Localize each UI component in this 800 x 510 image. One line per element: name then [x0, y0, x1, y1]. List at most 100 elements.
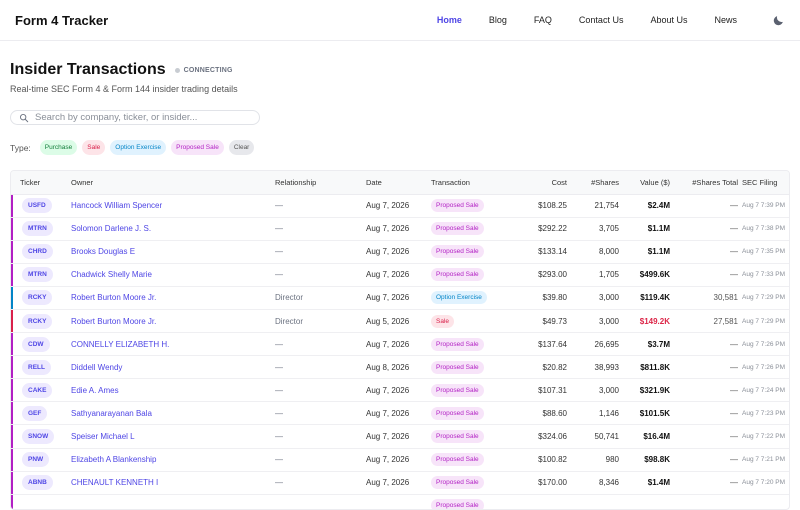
table-row[interactable]: PNW Elizabeth A Blankenship — Aug 7, 2026 Pr… — [11, 448, 789, 472]
connection-status: CONNECTING — [174, 67, 233, 74]
search-box[interactable] — [10, 110, 260, 125]
ticker-badge[interactable]: RCKY — [22, 313, 53, 329]
nav-news[interactable]: News — [714, 15, 737, 25]
table-row[interactable]: RCKY Robert Burton Moore Jr. Director Aug 7… — [11, 286, 789, 310]
shares-cell: 8,000 — [598, 247, 619, 257]
owner-link[interactable]: Diddell Wendy — [71, 362, 123, 372]
moon-icon — [773, 15, 783, 25]
owner-link[interactable]: Hancock William Spencer — [71, 201, 163, 211]
ticker-badge[interactable]: CAKE — [22, 382, 53, 398]
sec-filing-link[interactable]: Aug 7 7:20 PM — [742, 479, 785, 487]
table-row[interactable]: RELL Diddell Wendy — Aug 8, 2026 Proposed Sa… — [11, 356, 789, 379]
nav-home[interactable]: Home — [436, 15, 462, 25]
cost-cell: $293.00 — [538, 270, 567, 280]
ticker-badge[interactable]: ABNB — [22, 475, 53, 491]
owner-link[interactable]: Speiser Michael L — [71, 431, 135, 441]
table-row[interactable]: ABNB CHENAULT KENNETH I — Aug 7, 2026 Propos… — [11, 471, 789, 495]
ticker-badge[interactable]: GEF — [22, 405, 48, 421]
table-row[interactable]: MTRN Chadwick Shelly Marie — Aug 7, 2026 Pro… — [11, 263, 789, 287]
nav-about-us[interactable]: About Us — [650, 15, 688, 25]
sec-filing-link[interactable]: Aug 7 7:23 PM — [742, 409, 785, 417]
filter-sale-chip[interactable]: Sale — [82, 140, 106, 155]
date-cell: Aug 7, 2026 — [366, 293, 410, 303]
table-row[interactable]: CHRD Brooks Douglas E — Aug 7, 2026 Proposed… — [11, 240, 789, 264]
ticker-badge[interactable]: CDW — [22, 336, 50, 352]
main-nav: Home Blog FAQ Contact Us About Us News — [410, 13, 785, 27]
sec-filing-link[interactable]: Aug 7 7:21 PM — [742, 456, 785, 464]
sec-filing-link[interactable]: Aug 7 7:29 PM — [742, 317, 785, 325]
table-row[interactable]: CAKE Edie A. Ames — Aug 7, 2026 Proposed Sal… — [11, 379, 789, 402]
sec-filing-link[interactable]: Aug 7 7:29 PM — [742, 294, 785, 302]
filter-option-exercise-chip[interactable]: Option Exercise — [110, 140, 167, 155]
owner-link[interactable] — [71, 494, 275, 509]
filter-clear-button[interactable]: Clear — [228, 140, 255, 155]
ticker-badge[interactable]: SNOW — [22, 428, 55, 444]
ticker-badge[interactable]: MTRN — [22, 267, 53, 283]
transaction-badge: Proposed Sale — [431, 406, 484, 420]
cost-cell: $108.25 — [538, 201, 567, 211]
owner-link[interactable]: Elizabeth A Blankenship — [71, 455, 157, 465]
ticker-badge[interactable]: CHRD — [22, 244, 53, 260]
owner-link[interactable]: Chadwick Shelly Marie — [71, 270, 152, 280]
table-row[interactable]: USFD Hancock William Spencer — Aug 7, 2026 P… — [11, 194, 789, 218]
nav-blog[interactable]: Blog — [488, 15, 507, 25]
owner-link[interactable]: Robert Burton Moore Jr. — [71, 293, 157, 303]
ticker-cell: SNOW — [11, 425, 71, 448]
sec-filing-link[interactable]: Aug 7 7:26 PM — [742, 363, 785, 371]
column-header-ticker[interactable]: Ticker — [11, 171, 71, 195]
table-row[interactable]: MTRN Solomon Darlene J. S. — Aug 7, 2026 Pro… — [11, 217, 789, 241]
table-row[interactable]: GEF Sathyanarayanan Bala — Aug 7, 2026 Propo… — [11, 402, 789, 425]
column-header-sec-filing[interactable]: SEC Filing — [738, 171, 789, 195]
table-row[interactable]: SNOW Speiser Michael L — Aug 7, 2026 Propose… — [11, 425, 789, 449]
sec-filing-link[interactable]: Aug 7 7:35 PM — [742, 248, 785, 256]
shares-cell: 26,695 — [594, 339, 619, 349]
nav-faq[interactable]: FAQ — [533, 15, 552, 25]
sec-filing-link[interactable]: Aug 7 7:39 PM — [742, 202, 785, 210]
search-icon — [20, 113, 29, 122]
column-header-cost[interactable]: Cost — [507, 171, 567, 195]
owner-link[interactable]: Solomon Darlene J. S. — [71, 224, 152, 234]
table-row[interactable]: RCKY Robert Burton Moore Jr. Director Aug 5… — [11, 309, 789, 333]
ticker-badge[interactable]: RCKY — [22, 290, 53, 306]
sec-filing-link[interactable]: Aug 7 7:38 PM — [742, 225, 785, 233]
ticker-badge[interactable]: USFD — [22, 198, 52, 214]
column-header-shares-total[interactable]: #Shares Total — [670, 171, 738, 195]
owner-link[interactable]: CHENAULT KENNETH I — [71, 478, 159, 488]
column-header-relationship[interactable]: Relationship — [275, 171, 366, 195]
owner-link[interactable]: CONNELLY ELIZABETH H. — [71, 339, 170, 349]
sec-filing-link[interactable]: Aug 7 7:24 PM — [742, 386, 785, 394]
sec-filing-link[interactable]: Aug 7 7:26 PM — [742, 340, 785, 348]
nav-contact-us[interactable]: Contact Us — [578, 15, 624, 25]
ticker-badge[interactable]: MTRN — [22, 221, 53, 237]
column-header-transaction[interactable]: Transaction — [431, 171, 507, 195]
column-header-owner[interactable]: Owner — [71, 171, 275, 195]
filter-proposed-sale-chip[interactable]: Proposed Sale — [171, 140, 224, 155]
ticker-badge[interactable]: RELL — [22, 359, 51, 375]
owner-link[interactable]: Brooks Douglas E — [71, 247, 136, 257]
cost-cell: $39.80 — [542, 293, 567, 303]
owner-link[interactable]: Sathyanarayanan Bala — [71, 408, 152, 418]
relationship-cell: Director — [275, 293, 304, 303]
sec-filing-link[interactable]: Aug 7 7:33 PM — [742, 271, 785, 279]
transaction-cell: Proposed Sale — [431, 379, 507, 402]
theme-toggle-button[interactable] — [771, 13, 785, 27]
shares-total-cell: — — [730, 362, 738, 372]
table-row[interactable]: Proposed Sale — [11, 494, 789, 509]
column-header-shares[interactable]: #Shares — [567, 171, 619, 195]
ticker-cell: MTRN — [11, 217, 71, 240]
sec-filing-link[interactable]: Aug 7 7:22 PM — [742, 432, 785, 440]
owner-link[interactable]: Robert Burton Moore Jr. — [71, 316, 157, 326]
transactions-table-container[interactable]: Ticker Owner Relationship Date Transacti… — [10, 170, 790, 510]
shares-total-cell: — — [730, 478, 738, 488]
ticker-cell: RCKY — [11, 286, 71, 309]
column-header-value[interactable]: Value ($) — [619, 171, 670, 195]
search-input[interactable] — [35, 112, 245, 123]
column-header-date[interactable]: Date — [366, 171, 431, 195]
sec-filing-link[interactable] — [738, 494, 789, 509]
shares-cell: 3,705 — [598, 224, 619, 234]
table-row[interactable]: CDW CONNELLY ELIZABETH H. — Aug 7, 2026 Prop… — [11, 333, 789, 356]
filter-purchase-chip[interactable]: Purchase — [39, 140, 78, 155]
brand-logo[interactable]: Form 4 Tracker — [15, 12, 109, 28]
owner-link[interactable]: Edie A. Ames — [71, 385, 119, 395]
ticker-badge[interactable]: PNW — [22, 452, 50, 468]
